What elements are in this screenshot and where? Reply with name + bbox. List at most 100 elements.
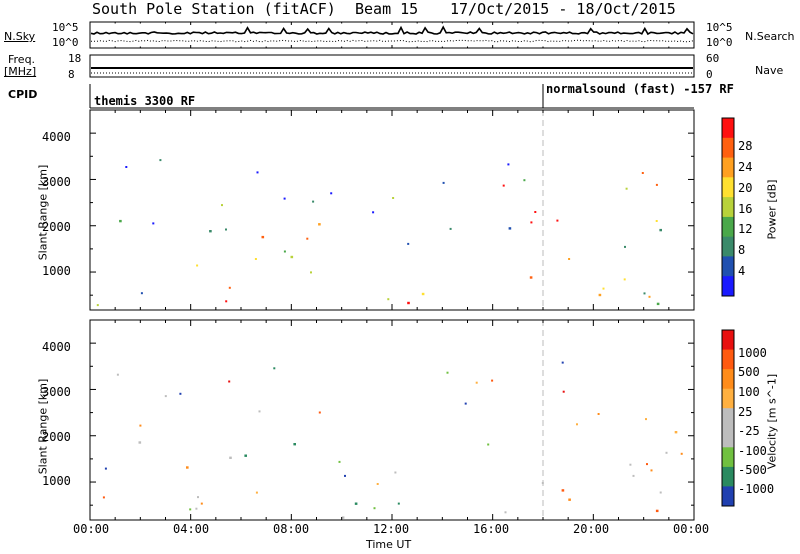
velocity-cell <box>475 381 478 384</box>
velocity-cell <box>655 509 659 513</box>
xtick-0: 00:00 <box>73 522 110 536</box>
power-cell <box>507 163 510 166</box>
colorbar-swatch <box>722 118 734 139</box>
velocity-cell <box>116 373 119 376</box>
axis-ticks <box>89 22 695 520</box>
velocity-cell <box>139 424 142 427</box>
colorbar-swatch <box>722 197 734 218</box>
vel-cb-tick-100: 100 <box>738 385 760 399</box>
velocity-cell <box>164 395 167 398</box>
velocity-cell <box>674 431 678 434</box>
power-cell <box>643 292 646 295</box>
velocity-cell <box>228 380 231 383</box>
power-cell <box>312 200 315 203</box>
power-cell <box>318 223 321 226</box>
colorbar-swatch <box>722 486 734 507</box>
xtick-5: 20:00 <box>573 522 610 536</box>
velocity-cell <box>659 491 662 494</box>
power-cell <box>310 271 312 274</box>
velocity-cell <box>318 411 321 414</box>
velocity-cell <box>195 507 198 510</box>
power-cell <box>442 181 445 184</box>
vel-cb-tick-m100: -100 <box>738 444 767 458</box>
velocity-cell <box>397 502 400 505</box>
velocity-cell <box>258 410 261 413</box>
cpid-mode-1: themis 3300 RF <box>94 94 196 108</box>
velocity-panel-frame <box>89 319 695 521</box>
colorbar-swatch <box>722 369 734 390</box>
vel-cb-tick-25: 25 <box>738 405 753 419</box>
power-cell <box>372 211 375 214</box>
colorbar-swatch <box>722 276 734 297</box>
velocity-cell <box>576 423 578 426</box>
xtick-4: 16:00 <box>473 522 510 536</box>
power-cell <box>407 242 410 245</box>
power-colorbar <box>722 118 734 297</box>
velocity-cell <box>373 507 376 510</box>
power-cell <box>228 286 231 289</box>
velocity-cell <box>629 463 632 466</box>
velocity-cell <box>446 371 449 374</box>
power-cell <box>656 302 660 306</box>
velocity-colorbar <box>722 330 734 507</box>
power-cb-tick-4: 4 <box>738 264 746 278</box>
power-cell <box>534 211 537 213</box>
nave-label: Nave <box>755 64 784 77</box>
power-cb-tick-28: 28 <box>738 139 753 153</box>
xtick-1: 04:00 <box>173 522 210 536</box>
velocity-cell <box>255 491 258 494</box>
velocity-cell <box>138 441 142 444</box>
power-cell <box>209 230 212 233</box>
velocity-cell <box>229 456 232 459</box>
vel-cb-tick-m1000: -1000 <box>738 482 775 496</box>
colorbar-swatch <box>722 466 734 487</box>
power-panel-frame <box>89 109 695 311</box>
velocity-cell <box>376 483 379 485</box>
power-cell <box>556 219 559 222</box>
power-cell <box>624 245 626 248</box>
power-cell <box>648 295 651 298</box>
freq-panel-frame <box>89 54 695 78</box>
power-cell <box>508 227 512 230</box>
velocity-ytick-1000: 1000 <box>42 474 71 488</box>
colorbar-swatch <box>722 427 734 448</box>
colorbar-swatch <box>722 137 734 159</box>
nsky-tick-low: 10^0 <box>52 36 79 49</box>
power-cell <box>254 258 257 260</box>
velocity-cell <box>186 466 189 469</box>
velocity-cell <box>273 367 276 370</box>
power-cell <box>387 298 390 301</box>
power-cell <box>261 235 265 239</box>
power-cell <box>330 192 333 195</box>
velocity-cell <box>504 511 507 514</box>
velocity-cell <box>561 489 565 492</box>
nsearch-tick-high: 10^5 <box>706 21 733 34</box>
power-cell <box>159 159 162 162</box>
velocity-cell <box>179 392 182 395</box>
velocity-cell <box>189 508 192 511</box>
velocity-cell <box>568 498 571 501</box>
power-cell <box>502 184 505 187</box>
velocity-cell <box>562 390 565 393</box>
velocity-cell <box>665 451 668 454</box>
velocity-cell <box>597 413 600 415</box>
noise-panel-frame <box>89 21 695 49</box>
velocity-cell <box>561 361 564 364</box>
power-cell <box>598 293 602 297</box>
nsearch-tick-low: 10^0 <box>706 36 733 49</box>
power-cell <box>225 300 228 303</box>
freq-label: Freq. <box>8 53 36 66</box>
velocity-cell <box>645 418 647 421</box>
velocity-cell <box>293 443 296 446</box>
power-ytick-2000: 2000 <box>42 220 71 234</box>
colorbar-swatch <box>722 157 734 178</box>
colorbar-swatch <box>722 236 734 257</box>
velocity-heatmap <box>102 361 683 519</box>
station-title: South Pole Station (fitACF) <box>92 0 336 18</box>
cpid-mode-2: normalsound (fast) -157 RF <box>546 82 734 96</box>
cpid-label: CPID <box>8 88 38 101</box>
colorbar-swatch <box>722 256 734 277</box>
nsearch-label: N.Search <box>745 30 795 43</box>
velocity-cell <box>632 474 635 477</box>
power-ytick-4000: 4000 <box>42 130 71 144</box>
